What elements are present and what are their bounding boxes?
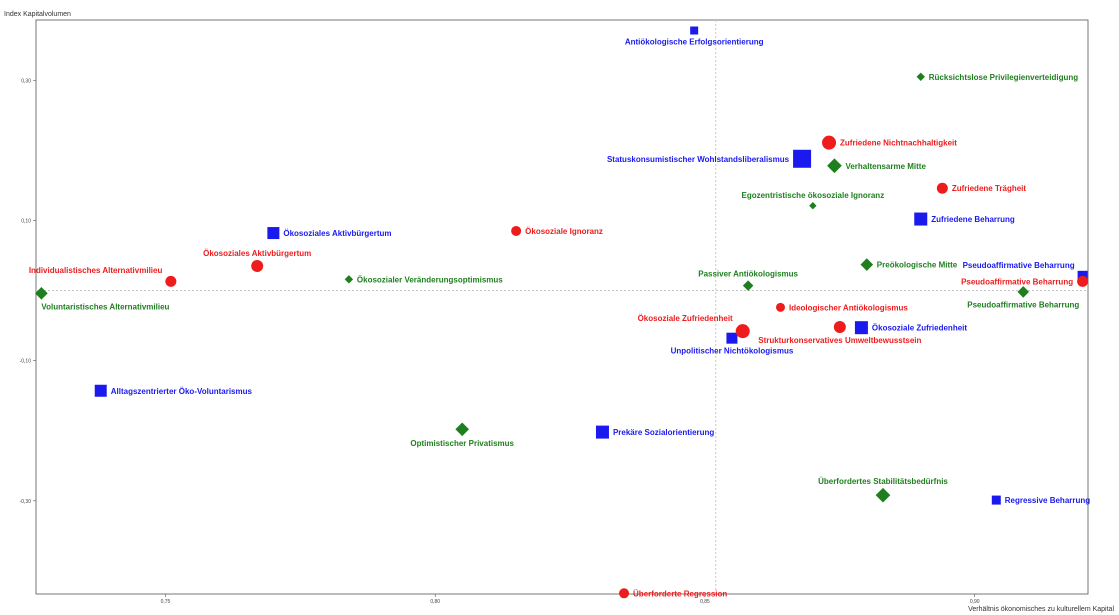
point-label: Ökosozialer Veränderungsoptimismus bbox=[357, 275, 503, 284]
point-label: Regressive Beharrung bbox=[1005, 496, 1090, 505]
point-label: Rücksichtslose Privilegienverteidigung bbox=[929, 73, 1078, 82]
diamond-marker bbox=[860, 258, 874, 271]
diamond-marker bbox=[827, 158, 842, 174]
plot-frame bbox=[35, 19, 1089, 595]
diamond-marker bbox=[916, 72, 925, 81]
point-label: Ökosoziale Ignoranz bbox=[525, 227, 603, 236]
point-label: Individualistisches Alternativmilieu bbox=[29, 266, 163, 275]
square-marker bbox=[690, 26, 699, 35]
square-marker bbox=[991, 495, 1001, 505]
point-label: Antiökologische Erfolgsorientierung bbox=[625, 38, 764, 47]
square-marker bbox=[1077, 270, 1088, 281]
square-marker bbox=[94, 384, 107, 397]
circle-marker bbox=[619, 588, 630, 599]
diamond-marker bbox=[455, 422, 470, 437]
point-label: Optimistischer Privatismus bbox=[410, 439, 514, 448]
circle-marker bbox=[936, 182, 948, 194]
circle-marker bbox=[165, 275, 177, 287]
y-tick-label: 0,30 bbox=[21, 78, 31, 84]
y-axis-title: Index Kapitalvolumen bbox=[4, 11, 71, 18]
y-tick-label: -0,10 bbox=[20, 359, 32, 365]
point-label: Prekäre Sozialorientierung bbox=[613, 428, 714, 437]
circle-marker bbox=[511, 225, 522, 236]
point-label: Egozentristische ökosoziale Ignoranz bbox=[742, 191, 885, 200]
point-label: Zufriedene Nichtnachhaltigkeit bbox=[840, 139, 957, 148]
diamond-marker bbox=[875, 487, 891, 503]
point-label: Preökologische Mitte bbox=[877, 261, 958, 270]
point-label: Zufriedene Trägheit bbox=[952, 184, 1027, 193]
square-marker bbox=[726, 332, 738, 344]
x-tick-label: 0,75 bbox=[161, 599, 171, 605]
point-label: Zufriedene Beharrung bbox=[931, 215, 1015, 224]
circle-marker bbox=[822, 135, 837, 150]
axis-ticks: 0,75 0,80 0,85 0,90 -0,30 -0,10 0,10 0,30 bbox=[20, 78, 980, 605]
circle-marker bbox=[833, 320, 846, 333]
point-label: Überfordertes Stabilitätsbedürfnis bbox=[818, 477, 948, 486]
x-axis-title: Verhältnis ökonomisches zu kulturellem K… bbox=[968, 606, 1114, 613]
point-label: Ökosoziale Zufriedenheit bbox=[872, 324, 967, 333]
point-label: Statuskonsumistischer Wohlstandsliberali… bbox=[607, 155, 790, 164]
square-marker bbox=[793, 149, 812, 168]
point-label: Unpolitischer Nichtökologismus bbox=[671, 347, 794, 356]
circle-marker bbox=[735, 324, 750, 339]
point-label: Verhaltensarme Mitte bbox=[845, 162, 926, 171]
point-label: Ideologischer Antiökologismus bbox=[789, 303, 908, 312]
y-tick-label: 0,10 bbox=[21, 218, 31, 224]
diamond-marker bbox=[1017, 286, 1030, 298]
diamond-marker bbox=[344, 275, 354, 284]
point-label: Alltagszentrierter Öko-Voluntarismus bbox=[111, 387, 253, 396]
circle-marker bbox=[251, 260, 264, 272]
point-labels: Antiökologische Erfolgsorientierung Statu… bbox=[29, 38, 1090, 599]
square-marker bbox=[854, 321, 868, 335]
point-label: Strukturkonservatives Umweltbewusstsein bbox=[758, 336, 921, 345]
point-label: Ökosoziales Aktivbürgertum bbox=[283, 229, 391, 238]
point-label: Ökosoziale Zufriedenheit bbox=[638, 314, 733, 323]
point-label: Pseudoaffirmative Beharrung bbox=[961, 277, 1073, 286]
circle-marker bbox=[775, 302, 785, 312]
data-points bbox=[35, 26, 1089, 599]
square-marker bbox=[914, 212, 928, 226]
x-tick-label: 0,80 bbox=[430, 599, 440, 605]
point-label: Voluntaristisches Alternativmilieu bbox=[41, 302, 169, 311]
point-label: Pseudoaffirmative Beharrung bbox=[963, 261, 1075, 270]
circle-marker bbox=[1077, 275, 1089, 287]
square-marker bbox=[595, 425, 609, 439]
x-tick-label: 0,85 bbox=[700, 599, 710, 605]
point-label: Ökosoziales Aktivbürgertum bbox=[203, 249, 311, 258]
diamond-marker bbox=[742, 280, 754, 291]
point-label: Überforderte Regression bbox=[633, 589, 727, 598]
diamond-marker bbox=[809, 202, 817, 210]
square-marker bbox=[267, 227, 280, 240]
diamond-marker bbox=[35, 287, 48, 300]
y-tick-label: -0,30 bbox=[20, 499, 32, 505]
x-tick-label: 0,90 bbox=[970, 599, 980, 605]
point-label: Passiver Antiökologismus bbox=[698, 270, 798, 279]
point-label: Pseudoaffirmative Beharrung bbox=[967, 300, 1079, 309]
